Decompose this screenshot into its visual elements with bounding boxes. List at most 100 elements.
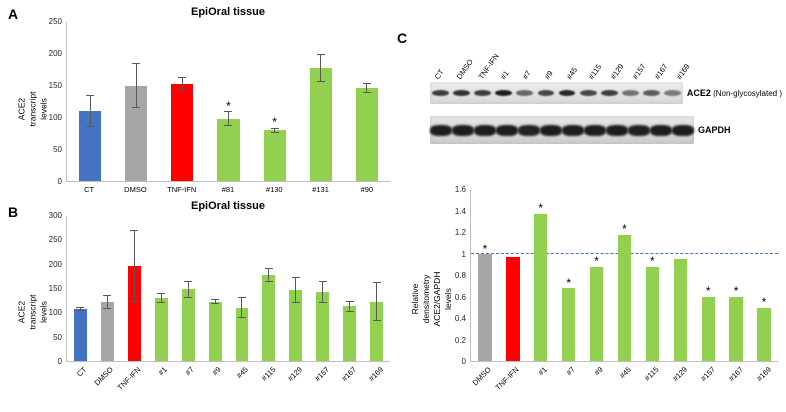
x-axis-labels: CT DMSO TNF-IFN #1 #7 #9 #45 #115 #129 #157 #167 #1… bbox=[66, 362, 390, 408]
significance-star: * bbox=[566, 275, 572, 290]
y-tick-label: 1 bbox=[461, 249, 466, 259]
y-tick-label: 50 bbox=[53, 145, 62, 154]
ace2-band bbox=[579, 90, 597, 96]
blot-lane-label-text: #157 bbox=[630, 62, 648, 81]
blot-lane bbox=[620, 82, 641, 104]
significance-star: * bbox=[272, 115, 277, 130]
significance-star: * bbox=[733, 284, 739, 299]
x-label-text: DMSO bbox=[92, 365, 116, 388]
bar-group-TNF-IFN bbox=[159, 22, 205, 181]
y-tick-label: 0 bbox=[57, 357, 62, 366]
x-label-text: TNF-IFN bbox=[493, 365, 521, 392]
ace2-band bbox=[600, 90, 618, 96]
bar bbox=[701, 296, 715, 361]
x-label-n167: #167 bbox=[722, 362, 750, 408]
significance-star: * bbox=[705, 284, 711, 299]
chart-title: EpiOral tissue bbox=[191, 200, 265, 212]
chart-body: Relative densitometry ACE2/GAPDH levels … bbox=[410, 186, 778, 408]
ace2-band bbox=[621, 90, 639, 96]
x-label-TNF-IFN: TNF-IFN bbox=[115, 362, 147, 408]
panel-c-label: C bbox=[397, 30, 408, 46]
blot-lane-label: CT bbox=[430, 26, 452, 82]
plot-upper: 0 50 100 150 200 250 300 bbox=[40, 212, 390, 366]
blot-lane-label: #45 bbox=[562, 26, 584, 82]
significance-star: * bbox=[538, 200, 544, 215]
x-label-text: #115 bbox=[259, 365, 278, 383]
x-label-text: #167 bbox=[339, 365, 359, 384]
ace2-band bbox=[474, 90, 492, 96]
bar bbox=[235, 307, 249, 361]
bar bbox=[355, 88, 378, 181]
x-label-n81: #81 bbox=[221, 185, 235, 194]
ace2-label-rest: (Non-glycosylated ) bbox=[710, 89, 782, 98]
bar bbox=[262, 274, 276, 361]
x-label-n7: #7 bbox=[554, 362, 582, 408]
blot-lane bbox=[540, 116, 562, 144]
gapdh-strip-label: GAPDH bbox=[698, 125, 731, 135]
blot-lane-label: TNF-IFN bbox=[474, 26, 501, 82]
ace2-band bbox=[516, 90, 534, 96]
blot-lane-label: #115 bbox=[584, 26, 606, 82]
bar-group-TNF-IFN bbox=[499, 190, 527, 361]
x-label-n9: #9 bbox=[582, 362, 610, 408]
ace2-band bbox=[495, 90, 513, 96]
blot-lane-label: #1 bbox=[496, 26, 518, 82]
blot-lane bbox=[514, 82, 535, 104]
x-label-text: #1 bbox=[536, 365, 549, 378]
chart-body: ACE2 transcript levels 0 50 100 150 200 250 30… bbox=[16, 212, 390, 408]
x-label-n1: #1 bbox=[526, 362, 554, 408]
blot-lane bbox=[556, 82, 577, 104]
blot-lane-label-text: #7 bbox=[520, 69, 533, 81]
x-label-text: #9 bbox=[592, 365, 605, 378]
x-label-n167: #167 bbox=[336, 362, 363, 408]
ace2-band bbox=[432, 90, 449, 96]
blot-lane bbox=[672, 116, 694, 144]
x-label-text: #157 bbox=[698, 365, 717, 384]
gapdh-band bbox=[430, 124, 452, 136]
y-tick-label: 0.6 bbox=[454, 292, 466, 302]
y-axis: 0 50 100 150 200 250 bbox=[40, 18, 66, 186]
bar bbox=[154, 298, 168, 361]
gapdh-band bbox=[650, 124, 672, 136]
x-label-text: #169 bbox=[754, 365, 773, 384]
blot-lane bbox=[650, 116, 672, 144]
gapdh-band bbox=[452, 124, 474, 136]
bar-group-n1 bbox=[148, 216, 175, 361]
significance-star: * bbox=[650, 254, 655, 269]
bar-group-n169 bbox=[363, 216, 390, 361]
bar-group-n9 bbox=[202, 216, 229, 361]
y-tick-label: 1.6 bbox=[454, 185, 466, 194]
blot-lane-label-text: #1 bbox=[498, 69, 511, 81]
y-tick-label: 100 bbox=[48, 113, 62, 122]
y-axis: 0 50 100 150 200 250 300 bbox=[40, 212, 66, 366]
bar-group-n115 bbox=[255, 216, 282, 361]
gapdh-band bbox=[518, 124, 540, 136]
ace2-band bbox=[537, 90, 555, 96]
x-label-text: #7 bbox=[183, 365, 197, 378]
error-bar bbox=[316, 54, 325, 83]
error-bar bbox=[178, 77, 187, 91]
panel-a-chart: EpiOral tissue ACE2 transcript levels 0 5… bbox=[16, 6, 390, 196]
bar bbox=[757, 307, 771, 361]
x-label-n129: #129 bbox=[666, 362, 694, 408]
blot-lane-label: #169 bbox=[672, 26, 694, 82]
error-bar bbox=[184, 280, 193, 299]
blot-lane-label-text: #169 bbox=[674, 62, 692, 81]
bar bbox=[561, 288, 576, 361]
ace2-band bbox=[642, 90, 660, 96]
panel-b-chart: EpiOral tissue ACE2 transcript levels 0 5… bbox=[16, 200, 390, 408]
blot-lane bbox=[606, 116, 628, 144]
error-bar bbox=[264, 268, 273, 282]
significance-star: * bbox=[622, 222, 627, 237]
x-label-text: CT bbox=[74, 365, 89, 379]
bar-group-n167 bbox=[336, 216, 363, 361]
bar bbox=[171, 83, 194, 181]
y-tick-label: 1.2 bbox=[454, 228, 466, 237]
blot-lane bbox=[662, 82, 683, 104]
error-bar bbox=[237, 297, 246, 319]
error-bar bbox=[270, 127, 279, 133]
y-tick-label: 200 bbox=[48, 259, 62, 269]
error-bar bbox=[86, 95, 95, 127]
y-tick-label: 300 bbox=[48, 211, 62, 220]
blot-lane bbox=[430, 82, 451, 104]
